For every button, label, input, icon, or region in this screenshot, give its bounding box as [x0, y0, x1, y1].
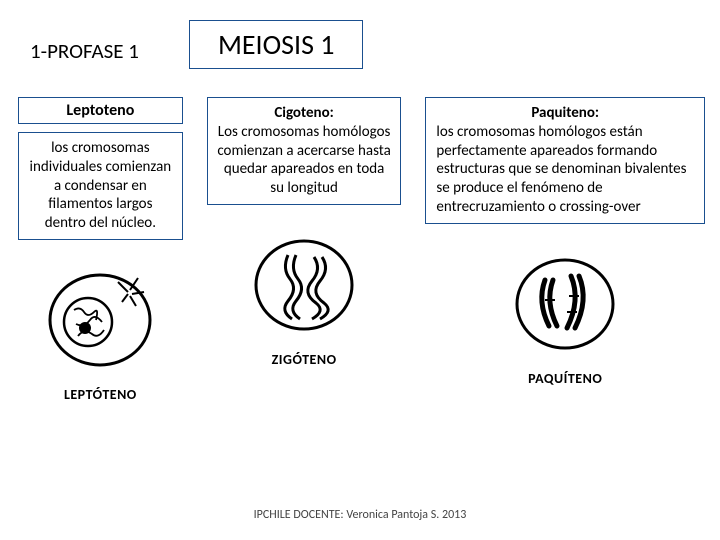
- page-title: MEIOSIS 1: [189, 20, 364, 69]
- illus-label-leptoteno: LEPTÓTENO: [64, 386, 137, 403]
- illustration-zigoteno: ZIGÓTENO: [234, 223, 374, 373]
- stage-desc-paquiteno: los cromosomas homólogos están perfectam…: [436, 123, 686, 216]
- zigoteno-icon: [244, 227, 364, 347]
- illus-label-paquiteno: PAQUÍTENO: [528, 370, 602, 387]
- column-paquiteno: Paquiteno: los cromosomas homólogos está…: [425, 97, 705, 392]
- leptoteno-icon: [40, 262, 160, 382]
- stage-desc-leptoteno: los cromosomas individuales comienzan a …: [18, 132, 183, 240]
- column-cigoteno: Cigoteno: Los cromosomas homólogos comie…: [207, 97, 402, 373]
- footer-text: IPCHILE DOCENTE: Veronica Pantoja S. 201…: [0, 508, 720, 522]
- paquiteno-icon: [505, 246, 625, 366]
- column-leptoteno: Leptoteno los cromosomas individuales co…: [18, 97, 183, 408]
- section-label: 1-PROFASE 1: [30, 38, 139, 64]
- stage-title-paquiteno: Paquiteno:: [531, 104, 599, 122]
- stage-box-paquiteno: Paquiteno: los cromosomas homólogos está…: [425, 97, 705, 224]
- stage-title-cigoteno: Cigoteno:: [274, 104, 333, 122]
- columns-container: Leptoteno los cromosomas individuales co…: [0, 69, 720, 408]
- stage-box-cigoteno: Cigoteno: Los cromosomas homólogos comie…: [207, 97, 402, 205]
- stage-desc-cigoteno: Los cromosomas homólogos comienzan a ace…: [217, 123, 391, 197]
- illustration-paquiteno: PAQUÍTENO: [495, 242, 635, 392]
- stage-title-leptoteno: Leptoteno: [18, 97, 183, 124]
- illus-label-zigoteno: ZIGÓTENO: [272, 351, 337, 368]
- illustration-leptoteno: LEPTÓTENO: [30, 258, 170, 408]
